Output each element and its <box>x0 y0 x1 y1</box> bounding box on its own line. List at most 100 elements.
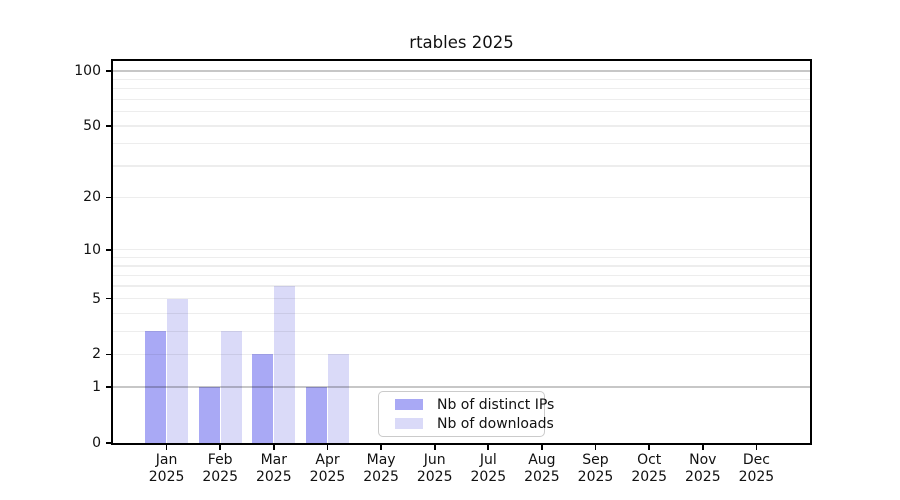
x-tick-month: Aug <box>528 452 556 468</box>
x-tick <box>165 443 168 450</box>
y-tick <box>106 297 113 300</box>
x-tick-year: 2025 <box>524 468 560 485</box>
bar-distinct-ips-apr <box>305 387 327 443</box>
x-tick <box>487 443 490 450</box>
y-gridline-minor <box>113 248 810 251</box>
y-gridline-minor <box>113 265 810 267</box>
y-gridline-major <box>113 386 810 388</box>
y-gridline-minor <box>113 110 810 113</box>
y-tick-label: 10 <box>83 241 101 258</box>
x-tick <box>648 443 651 450</box>
x-tick-label-mar: Mar 2025 <box>239 452 309 485</box>
x-tick-label-oct: Oct 2025 <box>614 452 684 485</box>
x-tick-label-sep: Sep 2025 <box>561 452 631 485</box>
x-tick-label-may: May 2025 <box>346 452 416 485</box>
y-tick-label: 5 <box>92 290 101 307</box>
x-tick-year: 2025 <box>577 468 614 485</box>
x-tick-label-jun: Jun 2025 <box>400 452 470 485</box>
legend-swatch-downloads <box>395 418 423 429</box>
x-tick <box>701 443 704 450</box>
x-tick-year: 2025 <box>255 468 292 485</box>
x-tick <box>380 443 382 450</box>
x-tick-month: Mar <box>260 452 287 468</box>
y-gridline-minor <box>113 165 810 167</box>
x-tick <box>594 443 597 450</box>
y-gridline-minor <box>113 330 810 332</box>
x-tick-month: Jul <box>479 452 497 468</box>
chart-title: rtables 2025 <box>409 33 514 52</box>
x-tick-month: Dec <box>742 452 770 468</box>
bar-distinct-ips-feb <box>198 387 220 443</box>
x-tick-year: 2025 <box>631 468 667 485</box>
x-tick-month: Jan <box>155 452 178 468</box>
y-tick-label: 20 <box>83 189 101 206</box>
bar-downloads-feb <box>220 331 242 443</box>
x-tick <box>541 443 543 450</box>
bar-distinct-ips-mar <box>252 354 274 443</box>
legend-item-distinct-ips: Nb of distinct IPs <box>395 397 554 413</box>
x-tick-label-jan: Jan 2025 <box>132 452 202 485</box>
y-tick <box>106 69 113 72</box>
y-gridline-major <box>113 70 810 72</box>
y-gridline-minor <box>113 87 810 90</box>
x-tick-year: 2025 <box>309 468 346 485</box>
y-tick-label: 1 <box>92 379 101 396</box>
x-tick-month: Sep <box>582 452 609 468</box>
bar-downloads-apr <box>327 354 349 443</box>
y-gridline-minor <box>113 125 810 127</box>
plot-area: 0 1 2 5 10 20 50 100 Jan 2025 Feb 2025 Mar 2025 Apr 202… <box>74 61 810 485</box>
y-gridline-minor <box>113 78 810 80</box>
y-tick <box>106 248 113 251</box>
legend: Nb of distinct IPs Nb of downloads <box>378 391 554 437</box>
y-tick-label: 2 <box>92 346 101 363</box>
x-tick-year: 2025 <box>416 468 453 485</box>
x-tick-label-dec: Dec 2025 <box>721 452 791 485</box>
x-tick-label-aug: Aug 2025 <box>507 452 577 485</box>
bar-downloads-mar <box>274 286 296 443</box>
y-gridline-minor <box>113 312 810 314</box>
bar-downloads-jan <box>167 298 189 443</box>
x-tick-year: 2025 <box>684 468 721 485</box>
y-tick <box>106 353 113 356</box>
x-tick-year: 2025 <box>202 468 238 485</box>
x-tick-year: 2025 <box>738 468 775 485</box>
x-tick-month: Nov <box>689 452 717 468</box>
x-tick-month: Oct <box>637 452 662 468</box>
y-tick-label: 0 <box>92 435 101 451</box>
y-gridline-minor <box>113 256 810 258</box>
x-tick-year: 2025 <box>470 468 507 485</box>
legend-swatch-distinct-ips <box>395 399 423 410</box>
y-gridline-minor <box>113 353 810 356</box>
legend-label-distinct-ips: Nb of distinct IPs <box>437 396 555 413</box>
x-tick-month: Apr <box>315 452 340 468</box>
x-tick-label-jul: Jul 2025 <box>453 452 523 485</box>
x-tick-year: 2025 <box>363 468 399 485</box>
y-gridline-minor <box>113 274 810 276</box>
x-tick-label-nov: Nov 2025 <box>668 452 738 485</box>
x-tick <box>433 443 436 450</box>
x-tick <box>755 443 758 450</box>
y-tick <box>106 196 113 199</box>
y-tick-label: 50 <box>83 117 101 134</box>
y-gridline-minor <box>113 196 810 199</box>
x-tick <box>219 443 222 450</box>
y-tick <box>106 125 113 127</box>
y-gridline-minor <box>113 98 810 100</box>
y-tick <box>106 442 113 444</box>
bar-distinct-ips-jan <box>145 331 167 443</box>
x-tick-month: Feb <box>207 452 233 468</box>
y-gridline-minor <box>113 142 810 145</box>
legend-label-downloads: Nb of downloads <box>437 415 554 432</box>
x-tick <box>326 443 329 450</box>
y-tick-label: 100 <box>74 62 101 79</box>
y-tick <box>106 386 113 388</box>
x-tick <box>272 443 275 450</box>
x-tick-label-apr: Apr 2025 <box>293 452 363 485</box>
x-tick-month: Jun <box>423 452 446 468</box>
y-gridline-minor <box>113 297 810 300</box>
x-tick-month: May <box>366 452 396 468</box>
x-tick-label-feb: Feb 2025 <box>185 452 255 485</box>
legend-item-downloads: Nb of downloads <box>395 416 554 432</box>
y-gridline-minor <box>113 285 810 287</box>
